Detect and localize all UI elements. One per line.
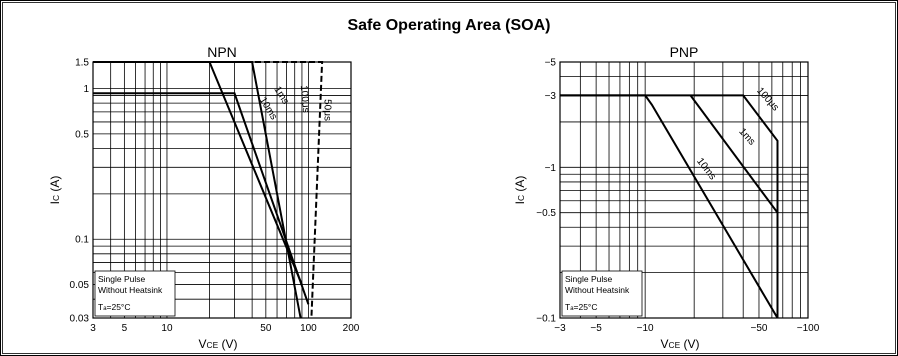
series-line bbox=[93, 61, 324, 319]
pnp-chart: PNP −3 −5 −10 −50 −100 −0.1 −0.5 −1 −3 −5 VCE (V) IC… bbox=[513, 44, 820, 351]
x-axis-label: VCE (V) bbox=[661, 337, 700, 351]
y-tick-label: 0.05 bbox=[70, 280, 90, 291]
chart-title: NPN bbox=[207, 44, 237, 60]
y-tick-label: −3 bbox=[545, 91, 557, 102]
note-temperature: Ta=25°C bbox=[565, 302, 597, 312]
y-axis-label: IC (A) bbox=[513, 176, 527, 205]
x-tick-label: 5 bbox=[122, 323, 128, 334]
series-line bbox=[93, 61, 302, 319]
series-label: 100μs bbox=[298, 85, 311, 113]
x-tick-label: −50 bbox=[750, 323, 767, 334]
series-line bbox=[689, 94, 779, 214]
y-tick-label: −5 bbox=[545, 58, 557, 69]
x-tick-label: −3 bbox=[554, 323, 566, 334]
x-tick-label: 100 bbox=[300, 323, 317, 334]
note-temperature: Ta=25°C bbox=[98, 302, 130, 312]
y-tick-label: 1.5 bbox=[75, 58, 89, 69]
y-tick-label: 0.5 bbox=[75, 129, 89, 140]
y-tick-label: −1 bbox=[545, 163, 557, 174]
plot-border bbox=[559, 61, 809, 319]
x-tick-label: −5 bbox=[590, 323, 602, 334]
y-tick-label: −0.1 bbox=[536, 314, 556, 325]
x-tick-label: 10 bbox=[161, 323, 173, 334]
y-tick-label: 1 bbox=[83, 84, 89, 95]
y-axis-label: IC (A) bbox=[48, 176, 62, 205]
figure-title: Safe Operating Area (SOA) bbox=[347, 17, 550, 34]
x-tick-label: 50 bbox=[260, 323, 272, 334]
x-tick-label: 200 bbox=[343, 323, 360, 334]
x-axis-label: VCE (V) bbox=[199, 337, 238, 351]
series-label: 50μs bbox=[322, 99, 333, 121]
npn-chart: NPN 3 5 10 50 100 200 0.03 0.05 0.1 0.5 1 1.5 VCE (V)… bbox=[48, 44, 360, 351]
note-box bbox=[94, 270, 176, 317]
x-tick-label: −100 bbox=[797, 323, 820, 334]
note-text: Single Pulse bbox=[565, 274, 613, 284]
series-line bbox=[560, 94, 779, 318]
note-text: Without Heatsink bbox=[565, 285, 630, 295]
y-tick-label: 0.1 bbox=[75, 235, 89, 246]
x-tick-label: 3 bbox=[90, 323, 96, 334]
x-tick-label: −10 bbox=[637, 323, 654, 334]
y-tick-label: −0.5 bbox=[536, 208, 556, 219]
y-tick-label: 0.03 bbox=[70, 314, 90, 325]
note-text: Without Heatsink bbox=[98, 285, 163, 295]
chart-title: PNP bbox=[670, 44, 699, 60]
note-box bbox=[561, 270, 643, 317]
note-text: Single Pulse bbox=[98, 274, 146, 284]
